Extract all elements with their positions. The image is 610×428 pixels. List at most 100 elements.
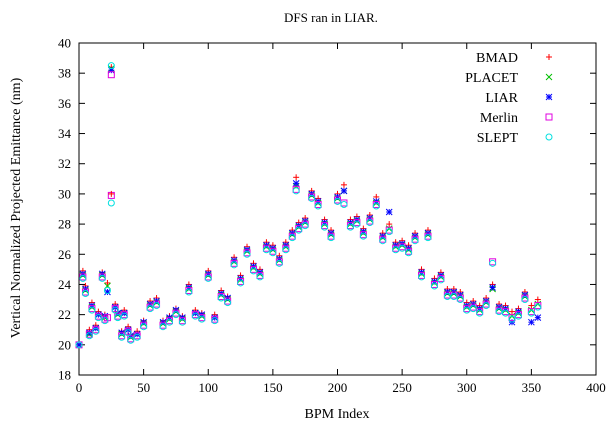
data-point: [430, 282, 438, 290]
data-point: [340, 187, 348, 195]
y-tick-label: 20: [58, 337, 71, 352]
data-point: [94, 314, 102, 322]
x-axis-label: BPM Index: [305, 407, 370, 422]
data-point: [327, 234, 335, 242]
data-point: [450, 293, 458, 301]
data-point: [198, 315, 206, 323]
data-point: [124, 329, 132, 337]
y-tick-label: 30: [58, 186, 71, 201]
data-point: [118, 333, 126, 341]
data-point: [140, 323, 148, 331]
data-point: [321, 223, 329, 231]
data-marks: [75, 62, 542, 349]
data-point: [411, 237, 419, 245]
data-point: [275, 259, 283, 267]
data-point: [104, 288, 111, 296]
data-point: [75, 341, 83, 349]
data-point: [224, 299, 232, 307]
series-bmad: [76, 64, 541, 348]
data-point: [107, 62, 115, 70]
data-point: [237, 279, 245, 287]
y-tick-label: 18: [58, 368, 71, 383]
data-point: [437, 276, 445, 284]
data-point: [293, 174, 300, 181]
data-point: [88, 306, 96, 314]
chart-title: DFS ran in LIAR.: [284, 10, 378, 25]
data-point: [534, 296, 541, 303]
data-point: [418, 273, 426, 281]
data-point: [366, 219, 374, 227]
data-point: [92, 327, 100, 335]
data-point: [249, 267, 257, 275]
data-point: [243, 250, 251, 258]
data-point: [288, 234, 296, 242]
legend: BMAD PLACET LIAR Merlin SLEPT: [465, 51, 553, 146]
legend-marker: [546, 54, 552, 60]
x-tick-label: 300: [457, 380, 477, 395]
data-point: [301, 222, 309, 230]
data-point: [482, 302, 490, 310]
x-tick-label: 0: [76, 380, 83, 395]
data-point: [463, 306, 471, 314]
data-point: [204, 274, 212, 282]
data-point: [81, 290, 89, 298]
data-point: [85, 332, 93, 340]
legend-marker: [545, 113, 553, 121]
data-point: [282, 246, 290, 254]
data-point: [103, 286, 111, 294]
data-point: [79, 274, 87, 282]
x-tick-label: 50: [137, 380, 150, 395]
data-point: [295, 226, 303, 234]
series-liar: [75, 66, 542, 349]
data-point: [534, 314, 542, 322]
data-point: [527, 309, 535, 317]
x-tick-label: 200: [328, 380, 348, 395]
data-point: [133, 333, 141, 341]
data-point: [114, 314, 122, 322]
data-point: [398, 244, 406, 252]
data-point: [98, 274, 106, 282]
data-point: [379, 237, 387, 245]
data-point: [456, 296, 464, 304]
x-tick-label: 100: [199, 380, 219, 395]
data-point: [211, 317, 219, 325]
y-axis-label: Vertical Normalized Projected Emittance …: [9, 77, 24, 338]
data-point: [392, 246, 400, 254]
axes: 0 50 100 150 200 250 300 350 400 18 20 22 24 26 28 30 32…: [58, 36, 606, 396]
series-slept: [75, 62, 542, 349]
data-point: [340, 200, 348, 208]
legend-marker: [545, 73, 553, 81]
y-tick-label: 38: [58, 66, 71, 81]
data-point: [528, 318, 535, 326]
x-tick-label: 250: [392, 380, 412, 395]
data-point: [502, 309, 510, 317]
y-tick-label: 22: [58, 307, 71, 322]
y-tick-label: 26: [58, 247, 72, 262]
legend-marker: [545, 133, 553, 141]
data-point: [385, 208, 393, 216]
data-point: [146, 305, 154, 313]
data-point: [340, 181, 347, 188]
data-point: [120, 312, 128, 320]
legend-label: LIAR: [485, 91, 518, 106]
data-point: [386, 221, 393, 228]
data-point: [217, 294, 225, 302]
data-point: [359, 232, 367, 240]
data-point: [424, 234, 432, 242]
data-point: [178, 318, 186, 326]
y-tick-label: 40: [58, 36, 71, 51]
data-point: [292, 179, 300, 187]
data-point: [262, 246, 270, 254]
x-tick-label: 150: [263, 380, 283, 395]
legend-label: SLEPT: [477, 131, 519, 146]
data-point: [111, 306, 119, 314]
data-point: [495, 308, 503, 316]
data-point: [165, 318, 173, 326]
data-point: [191, 312, 199, 320]
data-point: [528, 302, 535, 309]
data-point: [308, 194, 316, 202]
data-point: [153, 302, 161, 310]
data-point: [107, 199, 115, 207]
data-point: [346, 223, 354, 231]
